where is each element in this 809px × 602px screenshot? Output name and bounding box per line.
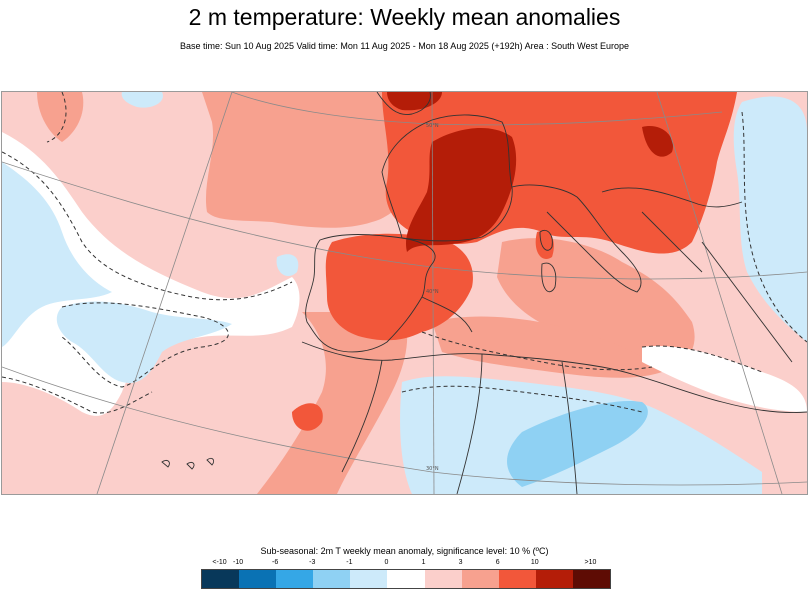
legend-tick-label: -1 xyxy=(346,559,353,566)
legend-swatch xyxy=(498,570,536,588)
cool-sahara-core xyxy=(507,401,648,487)
neutral-atlantic-band xyxy=(2,132,300,416)
legend-tick-label: 10 xyxy=(530,559,539,566)
legend-tick-label: -3 xyxy=(309,559,316,566)
legend-swatch xyxy=(202,570,240,588)
color-legend-bar xyxy=(201,569,611,589)
legend-tick-label: 3 xyxy=(458,559,463,566)
mild-warm-north-africa xyxy=(432,316,662,378)
warm-morocco-spot xyxy=(292,403,323,431)
graticule-lines xyxy=(2,92,807,494)
legend-caption: Sub-seasonal: 2m T weekly mean anomaly, … xyxy=(260,546,549,556)
legend-swatch xyxy=(350,570,388,588)
legend-tick-label: 6 xyxy=(495,559,500,566)
coastlines-and-borders xyxy=(161,92,807,494)
mild-warm-north-atlantic xyxy=(202,92,422,228)
legend-tick-label: 0 xyxy=(384,559,389,566)
cool-atlantic-west xyxy=(2,162,112,347)
legend-tick-label: -6 xyxy=(272,559,279,566)
warm-iberia xyxy=(325,233,473,341)
mild-warm-central xyxy=(497,238,695,368)
cool-balkans xyxy=(733,96,807,342)
legend-swatch xyxy=(572,570,611,588)
legend-swatch xyxy=(424,570,462,588)
strong-warm-central-spot xyxy=(642,126,673,157)
legend-tick-label: 1 xyxy=(421,559,426,566)
legend-tick-labels: <-10 -10 -6 -3 -1 0 1 3 6 10 >10 xyxy=(201,558,609,568)
graticule-label-50n: 50°N xyxy=(426,123,439,129)
legend-swatch xyxy=(239,570,277,588)
legend-tick-label: >10 xyxy=(584,559,597,566)
anomaly-map[interactable]: 40°N 50°N 30°N xyxy=(1,91,808,495)
map-canvas: 40°N 50°N 30°N xyxy=(2,92,807,494)
neutral-white-libya xyxy=(642,346,807,412)
legend-tick-label: <-10 xyxy=(212,559,227,566)
page-title: 2 m temperature: Weekly mean anomalies xyxy=(188,4,621,30)
legend-swatch xyxy=(535,570,573,588)
mild-warm-southern-band xyxy=(257,312,408,494)
legend-swatch xyxy=(313,570,351,588)
strong-warm-north-spot xyxy=(387,92,442,111)
significance-contours xyxy=(2,92,807,414)
forecast-subtitle: Base time: Sun 10 Aug 2025 Valid time: M… xyxy=(179,41,630,51)
cool-biscay-spot xyxy=(276,254,299,277)
graticule-label-40n: 40°N xyxy=(426,289,439,295)
cool-atlantic-north xyxy=(121,92,163,108)
graticule-label-30n: 30°N xyxy=(426,466,439,472)
graticule-label-group: 40°N 50°N 30°N xyxy=(426,123,439,472)
legend-swatch xyxy=(387,570,425,588)
legend-swatch xyxy=(276,570,314,588)
cool-atlantic-central xyxy=(56,301,232,383)
legend-tick-label: -10 xyxy=(233,559,244,566)
mild-warm-north-atlantic-2 xyxy=(37,92,84,142)
strong-warm-france-core xyxy=(406,127,517,252)
legend-swatch xyxy=(461,570,499,588)
